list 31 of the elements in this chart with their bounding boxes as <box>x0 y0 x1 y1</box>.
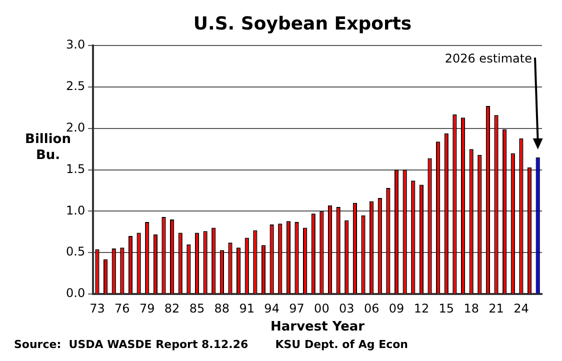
x-tick-label: 09 <box>388 301 404 316</box>
y-tick-label: 2.5 <box>66 79 86 94</box>
x-tick-label: 82 <box>164 301 180 316</box>
x-tick-label: 97 <box>289 301 304 316</box>
y-tick-label: 3.0 <box>66 38 86 52</box>
y-tick-label: 0.5 <box>66 244 86 259</box>
chart-title: U.S. Soybean Exports <box>193 13 412 34</box>
y-axis-title: Billion Bu. <box>25 132 71 163</box>
x-tick-label: 85 <box>189 301 205 316</box>
x-tick-label: 79 <box>139 301 155 316</box>
y-tick-label: 1.0 <box>66 203 86 218</box>
x-tick-label: 12 <box>414 301 430 316</box>
y-tick-label: 0.0 <box>66 286 86 300</box>
y-tick-label: 2.0 <box>66 120 86 135</box>
x-tick-label: 94 <box>264 301 280 316</box>
x-tick-label: 03 <box>339 301 354 316</box>
x-tick-label: 15 <box>438 301 454 316</box>
x-tick-label: 06 <box>364 301 380 316</box>
source-note: Source: USDA WASDE Report 8.12.26 <box>14 338 248 351</box>
x-tick-label: 91 <box>239 301 255 316</box>
x-tick-label: 76 <box>114 301 130 316</box>
x-tick-label: 88 <box>214 301 230 316</box>
x-tick-label: 21 <box>488 301 504 316</box>
x-tick-label: 00 <box>314 301 330 316</box>
annotation: 2026 estimate <box>444 52 532 66</box>
y-tick-label: 1.5 <box>66 162 86 176</box>
x-tick-label: 73 <box>90 301 105 316</box>
x-tick-label: 18 <box>464 301 479 316</box>
x-tick-label: 24 <box>514 301 529 316</box>
text: KSU Dept. of Ag Econ <box>275 338 408 351</box>
x-axis-title: Harvest Year <box>270 320 366 335</box>
